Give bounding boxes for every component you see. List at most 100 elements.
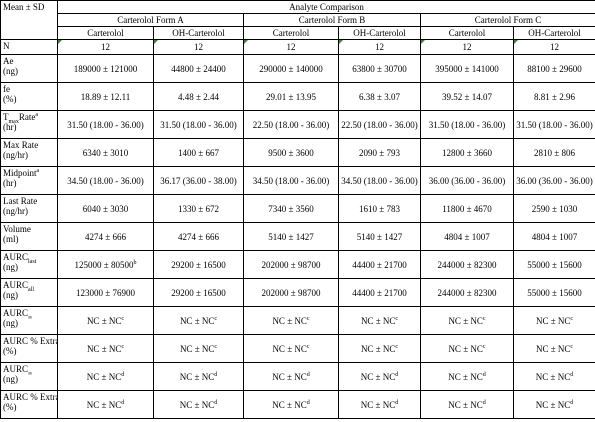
- value-cell: 31.50 (18.00 - 36.00): [153, 110, 244, 139]
- text: NC ± NC: [360, 343, 396, 354]
- superscript: d: [306, 399, 310, 406]
- value-cell: NC ± NCd: [57, 362, 154, 391]
- text: Midpoint: [3, 168, 37, 178]
- header-row: Carterolol Form A Carterolol Form B Carter…: [1, 13, 595, 27]
- row-label: Max Rate (ng/hr): [0, 138, 58, 167]
- header-row: Carterolol OH-Carterolol Carterolol OH-Cart…: [1, 26, 595, 40]
- text: NC ± NC: [360, 371, 396, 382]
- value-cell: NC ± NCd: [338, 390, 421, 419]
- value-cell: 88100 ± 29600: [512, 54, 595, 83]
- value-cell: 5140 ± 1427: [338, 222, 421, 251]
- subcolumn-header: Carterolol: [420, 26, 514, 40]
- text: T: [3, 112, 9, 122]
- text: NC ± NC: [272, 315, 307, 326]
- text: NC ± NC: [535, 343, 571, 354]
- value-cell: 244000 ± 82300: [420, 250, 514, 279]
- value-cell: 290000 ± 140000: [243, 54, 339, 83]
- text: NC ± NC: [535, 399, 571, 410]
- label-line: (ng): [3, 262, 18, 272]
- row-label: fe (%): [0, 82, 58, 111]
- text: NC ± NC: [179, 315, 215, 326]
- label-line: (ng): [3, 374, 18, 384]
- label-line: TmaxRatea: [3, 112, 55, 125]
- text: NC ± NC: [86, 371, 122, 382]
- superscript: c: [306, 343, 310, 350]
- value-cell: 4804 ± 1007: [512, 222, 595, 251]
- value-cell: 55000 ± 15600: [512, 250, 595, 279]
- subcolumn-header: OH-Carterolol: [512, 26, 595, 40]
- value-cell: NC ± NCc: [338, 334, 421, 363]
- label-line: (%): [3, 94, 17, 104]
- row-label: Volume (ml): [0, 222, 58, 251]
- text: NC ± NC: [272, 371, 307, 382]
- subcolumn-header: OH-Carterolol: [338, 26, 421, 40]
- text: NC ± NC: [86, 315, 122, 326]
- value-cell: 4804 ± 1007: [420, 222, 514, 251]
- value-cell: 8.81 ± 2.96: [512, 82, 595, 111]
- superscript: d: [306, 371, 310, 378]
- subscript: ∞: [28, 370, 33, 377]
- value-cell: 1610 ± 783: [338, 194, 421, 223]
- row-label: AURC∞ (ng): [0, 362, 58, 391]
- label-line: N: [3, 41, 10, 51]
- value-cell: 18.89 ± 12.11: [57, 82, 154, 111]
- label-line: AURCall: [3, 280, 55, 293]
- value-cell: NC ± NCc: [153, 334, 244, 363]
- subcolumn-header: Carterolol: [57, 26, 154, 40]
- value-cell: 34.50 (18.00 - 36.00): [243, 166, 339, 195]
- data-row: Max Rate (ng/hr) 6340 ± 3010 1400 ± 667 9500…: [0, 138, 595, 167]
- text: NC ± NC: [179, 399, 215, 410]
- superscript: c: [395, 315, 399, 322]
- value-cell: 9500 ± 3600: [243, 138, 339, 167]
- superscript: c: [570, 315, 574, 322]
- superscript: c: [482, 315, 486, 322]
- label-line: (ng): [3, 290, 18, 300]
- label-line: (ng/hr): [3, 206, 28, 216]
- value-cell: 12: [57, 39, 154, 55]
- text: Rate: [18, 112, 36, 122]
- superscript: a: [36, 168, 40, 174]
- value-cell: 395000 ± 141000: [420, 54, 514, 83]
- data-row: AURC % Extra (%) NC ± NCd NC ± NCd NC ± NCd N…: [0, 390, 595, 419]
- value-cell: NC ± NCc: [338, 306, 421, 335]
- value-cell: NC ± NCd: [420, 362, 514, 391]
- value-cell: NC ± NCd: [512, 362, 595, 391]
- text: NC ± NC: [360, 399, 396, 410]
- superscript: d: [482, 399, 486, 406]
- value-cell: 34.50 (18.00 - 36.00): [338, 166, 421, 195]
- value-cell: NC ± NCd: [420, 390, 514, 419]
- label-line: (hr): [3, 122, 17, 132]
- value-cell: 44400 ± 21700: [338, 278, 421, 307]
- data-row: TmaxRatea (hr) 31.50 (18.00 - 36.00) 31.50 …: [0, 110, 595, 139]
- value-cell: 55000 ± 15600: [512, 278, 595, 307]
- label-line: AURC % Extra: [3, 392, 58, 402]
- value-cell: 31.50 (18.00 - 36.00): [420, 110, 514, 139]
- subscript: ∞: [28, 314, 33, 321]
- value-cell: 29200 ± 16500: [153, 250, 244, 279]
- superscript: c: [214, 315, 218, 322]
- value-cell: NC ± NCc: [243, 334, 339, 363]
- superscript: b: [133, 259, 137, 266]
- row-label: TmaxRatea (hr): [0, 110, 58, 139]
- data-row: AURC∞ (ng) NC ± NCd NC ± NCd NC ± NCd NC ± NC…: [0, 362, 595, 391]
- superscript: c: [121, 343, 125, 350]
- value-cell: 36.00 (36.00 - 36.00): [512, 166, 595, 195]
- data-row: Volume (ml) 4274 ± 666 4274 ± 666 5140 ± 142…: [0, 222, 595, 251]
- value-cell: 4.48 ± 2.44: [153, 82, 244, 111]
- label-line: Last Rate: [3, 196, 38, 206]
- value-cell: 6040 ± 3030: [57, 194, 154, 223]
- label-line: (%): [3, 402, 17, 412]
- superscript: d: [395, 371, 399, 378]
- superscript: d: [395, 399, 399, 406]
- data-row: N 12 12 12 12 12 12: [0, 39, 595, 55]
- text: 125000 ± 80500: [74, 259, 134, 270]
- text: AURC: [3, 252, 29, 262]
- value-cell: 12: [420, 39, 514, 55]
- group-header: Carterolol Form B: [243, 13, 421, 27]
- subcolumn-header: Carterolol: [243, 26, 339, 40]
- value-cell: NC ± NCc: [420, 334, 514, 363]
- superscript: d: [482, 371, 486, 378]
- group-header: Carterolol Form A: [57, 13, 244, 27]
- group-header: Carterolol Form C: [419, 13, 595, 27]
